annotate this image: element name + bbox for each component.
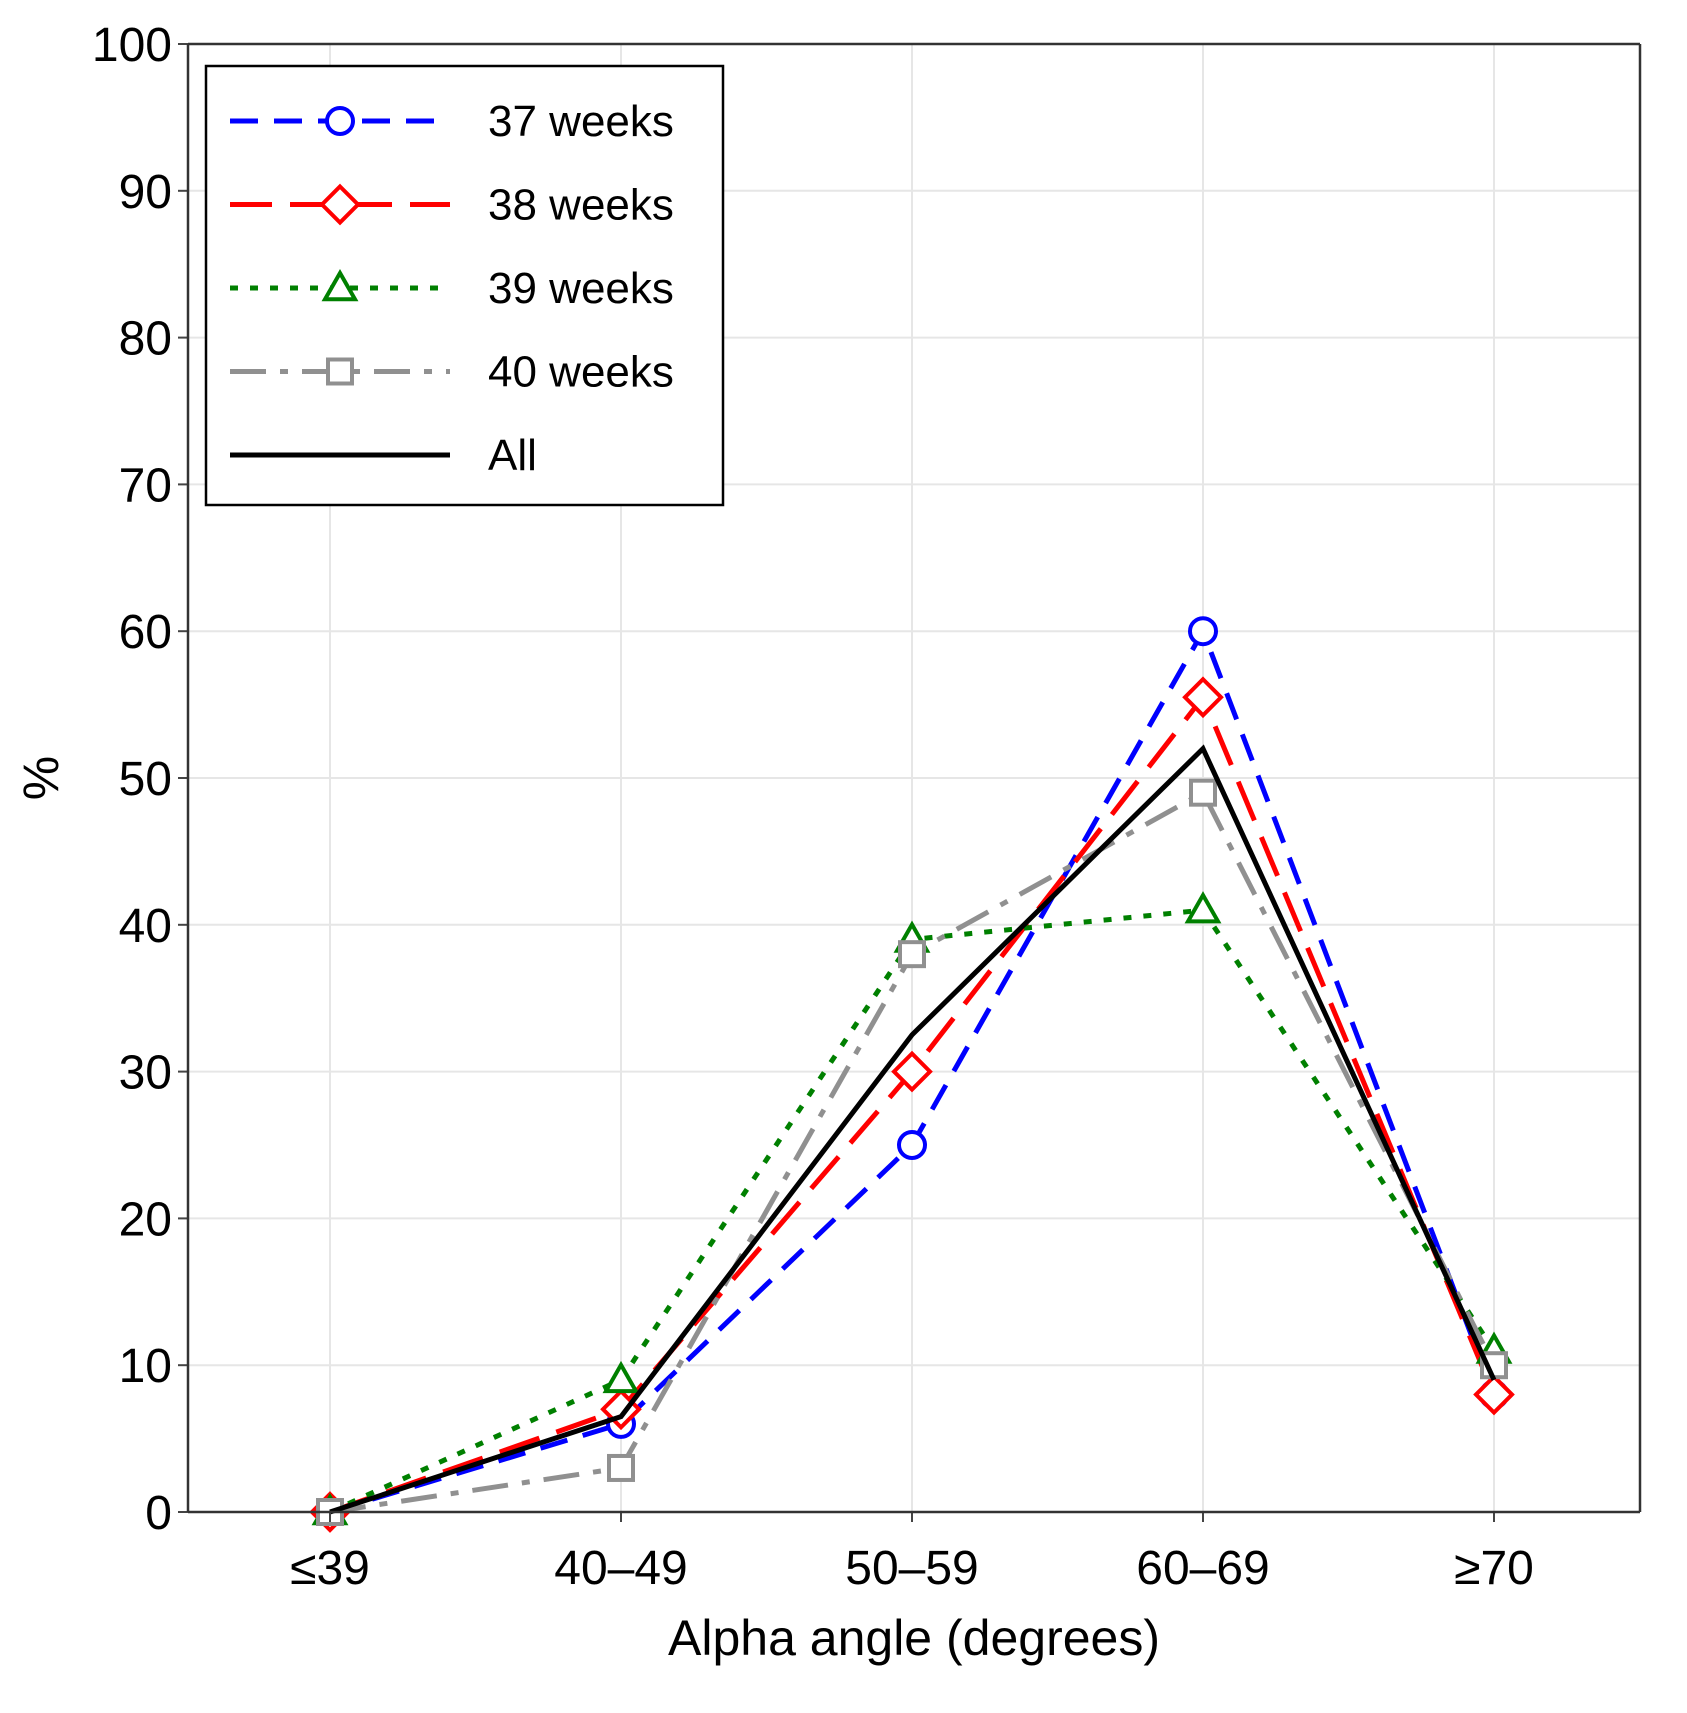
series-all (329, 744, 1497, 1515)
data-point (1189, 778, 1217, 807)
y-tick-label: 90 (119, 166, 172, 219)
y-tick-label: 100 (92, 19, 172, 72)
data-point (898, 940, 926, 969)
legend-entry: 39 weeks (230, 264, 674, 313)
legend-marker-sample (321, 268, 359, 302)
x-tick-label: ≤39 (290, 1542, 370, 1595)
series-layer (309, 616, 1515, 1533)
y-axis-title: % (13, 756, 69, 800)
y-tick-label: 60 (119, 606, 172, 659)
x-tick-label: 40–49 (554, 1542, 687, 1595)
y-tick-label: 70 (119, 459, 172, 512)
legend-label: 39 weeks (488, 264, 674, 313)
y-tick-label: 80 (119, 313, 172, 366)
x-tick-label: ≥70 (1454, 1542, 1534, 1595)
data-point (1182, 676, 1224, 719)
legend-label: 38 weeks (488, 181, 674, 230)
y-tick-label: 40 (119, 900, 172, 953)
y-tick-label: 50 (119, 753, 172, 806)
data-point (897, 1130, 927, 1160)
x-tick-label: 60–69 (1136, 1542, 1269, 1595)
legend: 37 weeks 38 weeks 39 weeks 40 weeks All (204, 64, 725, 507)
y-tick-label: 20 (119, 1193, 172, 1246)
data-point (891, 1050, 933, 1093)
legend-entry: 37 weeks (230, 97, 674, 146)
legend-label: 37 weeks (488, 97, 674, 146)
legend-marker-sample (326, 357, 354, 386)
data-point (602, 1360, 640, 1394)
data-point (1188, 616, 1218, 647)
legend-entry: 38 weeks (230, 181, 674, 230)
y-tick-label: 0 (145, 1487, 172, 1540)
data-point (607, 1453, 635, 1482)
y-tick-label: 10 (119, 1340, 172, 1393)
axes (178, 42, 1642, 1522)
legend-entry: All (230, 431, 537, 480)
data-point (1473, 1373, 1515, 1416)
x-axis-title: Alpha angle (degrees) (668, 1610, 1160, 1666)
legend-marker-sample (325, 106, 355, 136)
data-point (1184, 891, 1222, 924)
legend-marker-sample (319, 183, 361, 226)
tick-labels: 0 10 20 30 40 50 60 70 80 90 100 ≤39 40–49 50–59 60–69… (92, 19, 1534, 1595)
y-tick-label: 30 (119, 1047, 172, 1100)
legend-label: 40 weeks (488, 348, 674, 397)
legend-entry: 40 weeks (230, 348, 674, 397)
series-line (329, 744, 1497, 1515)
x-tick-label: 50–59 (845, 1542, 978, 1595)
legend-label: All (488, 431, 537, 480)
